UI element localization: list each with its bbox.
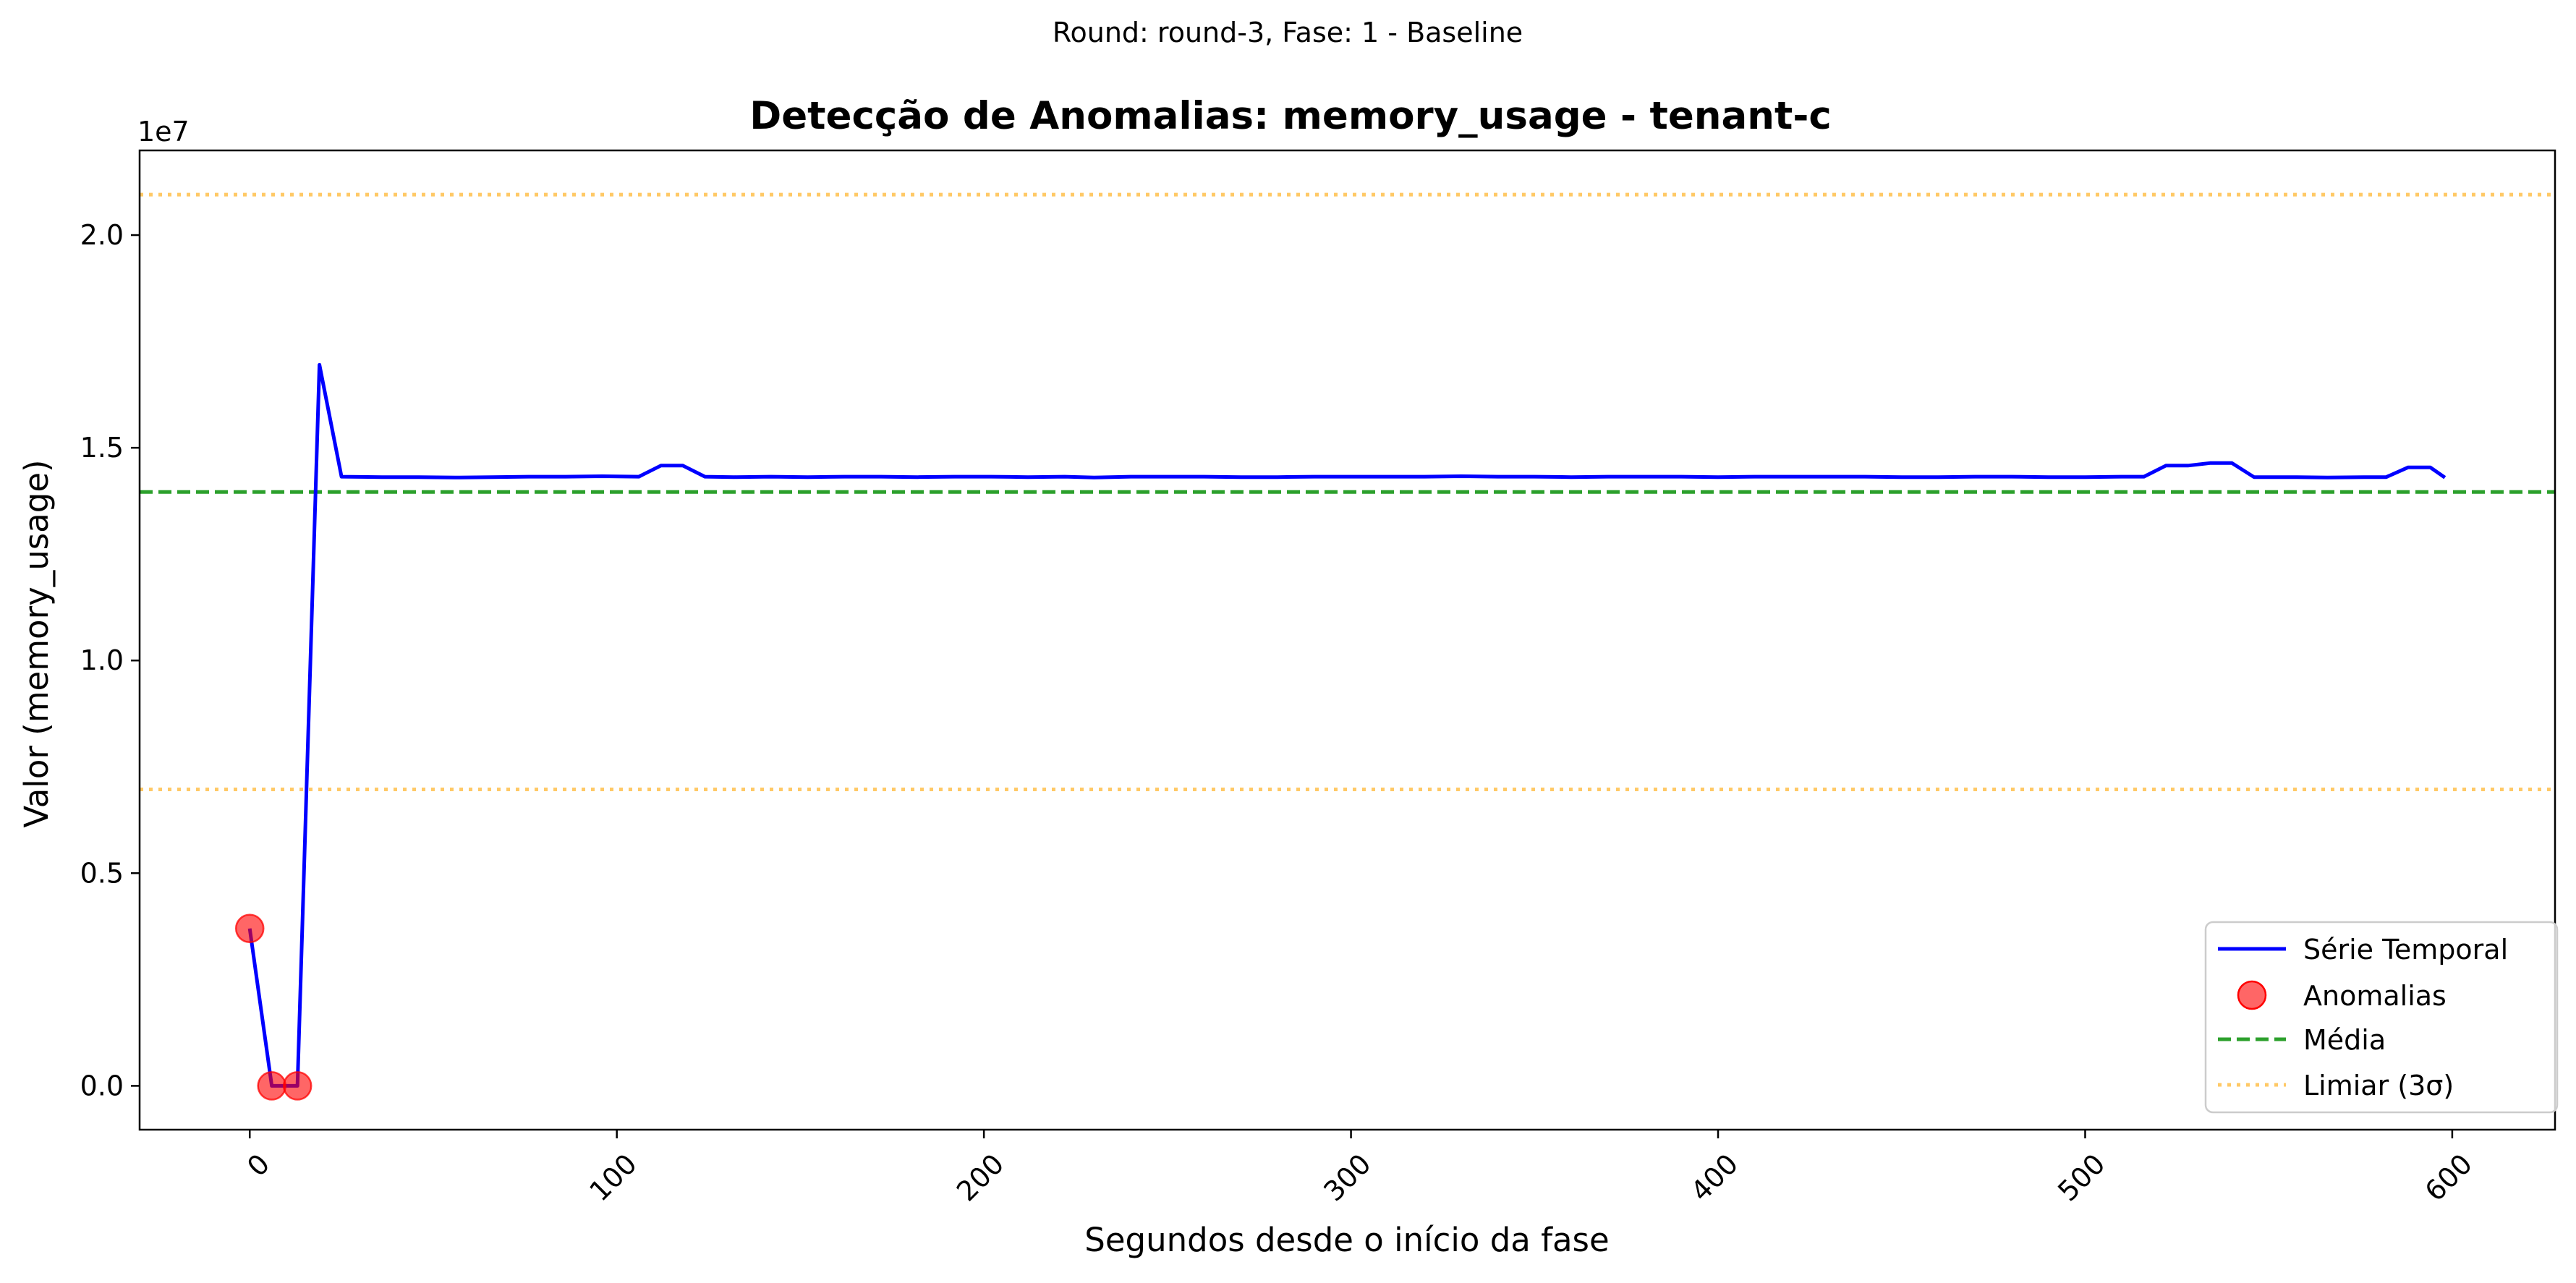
- y-tick-label: 0.0: [80, 1070, 124, 1101]
- axes-frame: [138, 149, 2556, 1131]
- y-tick-label: 1.5: [80, 432, 124, 464]
- y-axis-label: Valor (memory_usage): [17, 459, 56, 827]
- y-tick-label: 0.5: [80, 857, 124, 889]
- figure-suptitle: Round: round-3, Fase: 1 - Baseline: [1053, 17, 1523, 48]
- x-axis-label: Segundos desde o início da fase: [1084, 1221, 1609, 1259]
- anomaly-point: [257, 1071, 286, 1101]
- series-line-serie-temporal: [247, 362, 2447, 1088]
- legend-label-anomalias: Anomalias: [2303, 980, 2447, 1012]
- legend-label-limiar: Limiar (3σ): [2303, 1070, 2454, 1101]
- legend-box: [2204, 921, 2559, 1114]
- y-tick-label: 1.0: [80, 644, 124, 676]
- chart-legend: Série Temporal Anomalias Média Limiar (3…: [2204, 921, 2559, 1114]
- plot-area: [140, 192, 2555, 1101]
- legend-label-serie-temporal: Série Temporal: [2303, 934, 2508, 966]
- legend-swatch-anomalias: [2237, 980, 2267, 1010]
- anomaly-point: [282, 1071, 313, 1101]
- anomaly-point: [234, 913, 265, 944]
- chart-title: Detecção de Anomalias: memory_usage - te…: [749, 94, 1832, 138]
- y-axis-offset-label: 1e7: [137, 116, 190, 148]
- legend-label-media: Média: [2303, 1024, 2386, 1056]
- y-tick-label: 2.0: [80, 219, 124, 251]
